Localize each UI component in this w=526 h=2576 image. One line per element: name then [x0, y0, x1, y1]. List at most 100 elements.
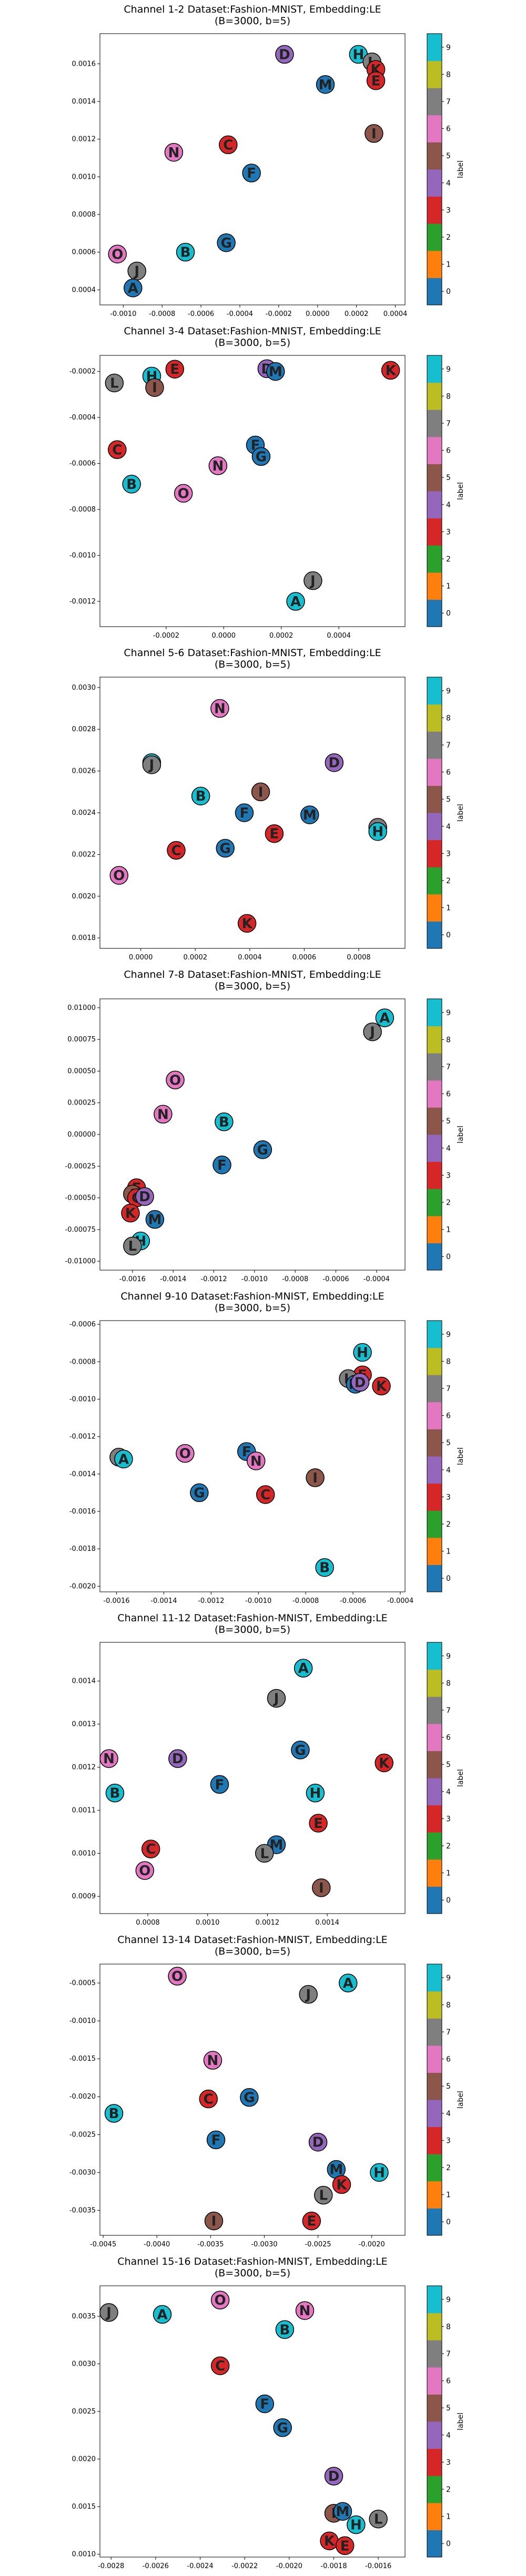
colorbar-tick-label: 8	[446, 2323, 451, 2331]
point-marker	[315, 1558, 334, 1577]
point-label: B	[109, 2106, 119, 2122]
colorbar-segment	[427, 115, 442, 142]
colorbar-segment	[427, 34, 442, 62]
colorbar-tick-label: 7	[446, 741, 451, 750]
scatter-point-M: M	[145, 1210, 165, 1229]
chart-subtitle: (B=3000, b=5)	[215, 1302, 290, 1314]
plot-frame	[99, 1964, 406, 2236]
colorbar-segment	[427, 1107, 442, 1135]
point-label: C	[260, 1487, 270, 1503]
point-label: E	[371, 74, 381, 89]
colorbar-segment	[427, 1696, 442, 1724]
scatter-point-J: J	[99, 2303, 118, 2322]
colorbar-segment	[427, 1243, 442, 1271]
point-label: G	[220, 236, 231, 251]
colorbar-segment	[427, 1805, 442, 1833]
point-marker	[217, 233, 236, 252]
point-marker	[306, 1783, 325, 1803]
colorbar-segment	[427, 1723, 442, 1751]
scatter-point-N: N	[203, 2051, 222, 2070]
x-tick-label: -0.0016	[365, 2562, 391, 2570]
point-marker	[165, 360, 185, 379]
point-label: I	[319, 1880, 324, 1896]
point-marker	[108, 440, 127, 459]
scatter-chart: Channel 9-10 Dataset:Fashion-MNIST, Embe…	[69, 1291, 465, 1605]
point-marker	[295, 2301, 315, 2320]
colorbar-segment	[427, 382, 442, 410]
colorbar-segment	[427, 2476, 442, 2503]
point-label: M	[329, 2162, 343, 2178]
point-label: L	[260, 1846, 269, 1862]
colorbar-tick-label: 8	[446, 1036, 451, 1044]
scatter-point-C: C	[141, 1839, 160, 1858]
y-tick-label: 0.0028	[72, 725, 96, 733]
point-label: D	[329, 755, 340, 771]
colorbar-tick-label: 9	[446, 44, 451, 52]
colorbar-frame	[427, 998, 442, 1271]
scatter-point-H: H	[347, 2515, 366, 2534]
colorbar-tick-label: 1	[446, 1226, 451, 1234]
scatter-point-B: B	[215, 1112, 234, 1131]
x-tick-label: -0.0008	[292, 1597, 319, 1605]
scatter-panel-2: Channel 3-4 Dataset:Fashion-MNIST, Embed…	[0, 322, 526, 643]
y-tick-label: -0.0020	[69, 1582, 96, 1590]
point-marker	[251, 782, 270, 802]
x-tick-label: -0.0030	[251, 2241, 277, 2248]
scatter-point-K: K	[237, 914, 257, 933]
scatter-point-N: N	[210, 699, 229, 718]
colorbar-frame	[427, 1642, 442, 1914]
x-tick-label: 0.0008	[136, 1919, 160, 1927]
scatter-point-H: H	[370, 2163, 389, 2182]
colorbar-segment	[427, 1537, 442, 1565]
point-label: K	[242, 916, 253, 932]
point-label: J	[305, 1987, 311, 2003]
y-tick-label: 0.0018	[72, 934, 96, 942]
scatter-point-B: B	[315, 1558, 334, 1577]
y-tick-label: -0.00050	[65, 1194, 96, 1202]
point-marker	[191, 786, 210, 805]
colorbar-tick-label: 6	[446, 2377, 451, 2386]
colorbar-label: label	[457, 160, 465, 178]
point-marker	[164, 143, 184, 162]
y-tick-label: 0.0006	[72, 249, 96, 257]
point-marker	[203, 2051, 222, 2070]
point-label: E	[307, 2214, 316, 2230]
y-tick-label: -0.0018	[69, 1545, 96, 1553]
point-marker	[121, 1203, 140, 1223]
y-tick-label: 0.0024	[72, 809, 96, 817]
point-marker	[246, 1451, 266, 1470]
point-marker	[176, 1444, 195, 1463]
colorbar-segment	[427, 894, 442, 922]
colorbar-segment	[427, 1669, 442, 1697]
scatter-point-A: A	[286, 592, 305, 611]
plot-frame	[99, 1320, 406, 1592]
x-tick-label: -0.0045	[90, 2241, 116, 2248]
point-label: B	[196, 789, 206, 804]
point-marker	[210, 2291, 230, 2309]
scatter-point-I: I	[306, 1468, 325, 1487]
colorbar-tick-label: 2	[446, 233, 451, 242]
y-tick-label: 0.00025	[67, 1099, 96, 1107]
point-label: O	[179, 1446, 191, 1462]
x-tick-label: -0.0040	[144, 2241, 170, 2248]
point-label: N	[299, 2303, 311, 2319]
colorbar-tick-label: 3	[446, 206, 451, 214]
point-label: H	[372, 824, 383, 840]
colorbar-tick-label: 1	[446, 582, 451, 591]
colorbar-segment	[427, 1026, 442, 1054]
x-tick-label: 0.0008	[347, 954, 371, 962]
x-tick-label: -0.0025	[305, 2241, 331, 2248]
chart-subtitle: (B=3000, b=5)	[215, 337, 290, 349]
point-label: I	[312, 1470, 318, 1486]
colorbar-tick-label: 4	[446, 179, 451, 188]
colorbar-segment	[427, 813, 442, 841]
y-tick-label: -0.0012	[69, 1433, 96, 1441]
y-tick-label: -0.00025	[65, 1162, 96, 1170]
point-marker	[167, 841, 186, 860]
colorbar-tick-label: 5	[446, 1761, 451, 1769]
x-tick-label: -0.0014	[160, 1275, 186, 1283]
point-marker	[335, 2536, 355, 2555]
y-tick-label: -0.0014	[69, 1470, 96, 1478]
scatter-point-B: B	[104, 2104, 124, 2123]
scatter-point-A: A	[375, 1008, 394, 1027]
